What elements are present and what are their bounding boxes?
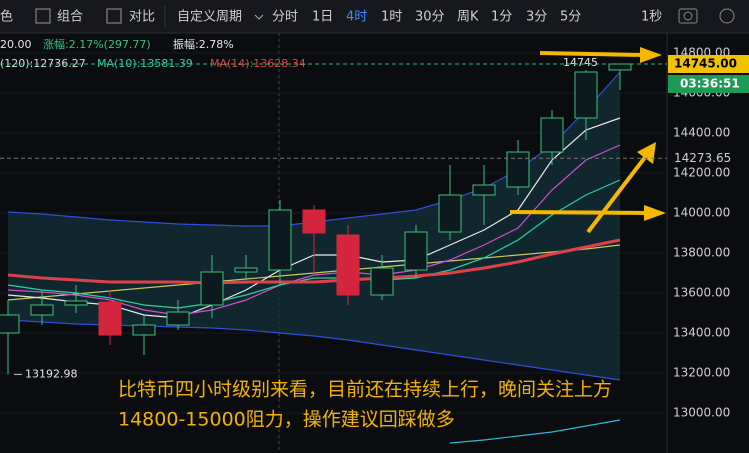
- low-label: 13192.98: [25, 367, 78, 380]
- candle-body: [574, 71, 598, 119]
- candle-body: [438, 194, 462, 233]
- combo-icon[interactable]: [35, 8, 51, 24]
- candle-body: [540, 117, 564, 153]
- candle-body: [98, 301, 122, 336]
- camera-icon[interactable]: [678, 8, 698, 24]
- toolbar-item[interactable]: 周K: [457, 10, 479, 25]
- countdown-tag: [668, 75, 749, 93]
- price-tag: [668, 55, 749, 73]
- annotation: 比特币四小时级别来看，目前还在持续上行，晚间关注上方: [118, 379, 612, 401]
- arrow: [539, 51, 646, 57]
- toolbar-item[interactable]: 1秒: [641, 10, 662, 25]
- settings-icon[interactable]: [719, 8, 735, 24]
- candle-body: [234, 267, 258, 273]
- y-tick-label: 13200.00: [673, 366, 730, 380]
- plot: [0, 52, 667, 444]
- y-tick-label: 14400.00: [673, 126, 730, 140]
- candle-body: [0, 314, 20, 334]
- toolbar-item[interactable]: 4时: [346, 10, 367, 25]
- candle-body: [302, 209, 326, 234]
- toolbar-item[interactable]: 3分: [526, 10, 547, 25]
- price-label: 14745.00: [674, 57, 737, 71]
- arrow: [509, 210, 649, 215]
- info: 20.00: [0, 38, 32, 51]
- ma-line: [7, 238, 621, 285]
- candle-body: [336, 234, 360, 296]
- candle-body: [30, 304, 54, 316]
- candle-body: [506, 151, 530, 188]
- arrow: [586, 154, 648, 234]
- candle-body: [472, 184, 496, 196]
- y-tick-label: 14200.00: [673, 166, 730, 180]
- ma-line: [449, 419, 621, 444]
- countdown: 03:36:51: [680, 77, 740, 91]
- y-tick-label: 13000.00: [673, 406, 730, 420]
- toolbar-item[interactable]: 1时: [381, 10, 402, 25]
- legend-entry: MA(10):13581.39: [97, 57, 193, 70]
- candle-body: [404, 231, 428, 271]
- toolbar: [0, 0, 749, 33]
- toolbar-item[interactable]: 自定义周期: [177, 10, 242, 25]
- dropdown-caret: [254, 14, 264, 20]
- candle-body: [64, 300, 88, 306]
- y-tick-label: 13800.00: [673, 246, 730, 260]
- arrow-head: [640, 47, 662, 63]
- toolbar-item[interactable]: 1分: [491, 10, 512, 25]
- toolbar-item[interactable]: 组合: [57, 10, 83, 25]
- toolbar-item[interactable]: 1日: [312, 10, 333, 25]
- candle-body: [370, 267, 394, 296]
- toolbar-item[interactable]: 5分: [560, 10, 581, 25]
- compare-icon[interactable]: [106, 8, 122, 24]
- annotation: 14800-15000阻力，操作建议回踩做多: [118, 409, 455, 431]
- toolbar-item[interactable]: 30分: [415, 10, 445, 25]
- arrows: [509, 47, 666, 234]
- info: 涨幅:2.17%(297.77): [43, 38, 151, 51]
- y-tick-label: 14000.00: [673, 206, 730, 220]
- camera-lens: [683, 11, 693, 21]
- toolbar-item[interactable]: 色: [0, 9, 13, 25]
- arrow-head: [644, 205, 666, 221]
- candle-body: [268, 209, 292, 271]
- candle-body: [200, 271, 224, 306]
- legend-entry: MA(14):13628.34: [210, 57, 306, 70]
- y-tick-label: 13600.00: [673, 286, 730, 300]
- candle-body: [132, 324, 156, 336]
- high-label: 14745: [563, 56, 598, 69]
- y-tick-label: 13400.00: [673, 326, 730, 340]
- toolbar-item[interactable]: 分时: [272, 10, 298, 25]
- price-label: 14273.65: [674, 151, 731, 165]
- toolbar-item[interactable]: 对比: [129, 10, 155, 25]
- candle-body: [166, 311, 190, 326]
- info: 振幅:2.78%: [173, 37, 234, 51]
- candle-body: [608, 63, 632, 71]
